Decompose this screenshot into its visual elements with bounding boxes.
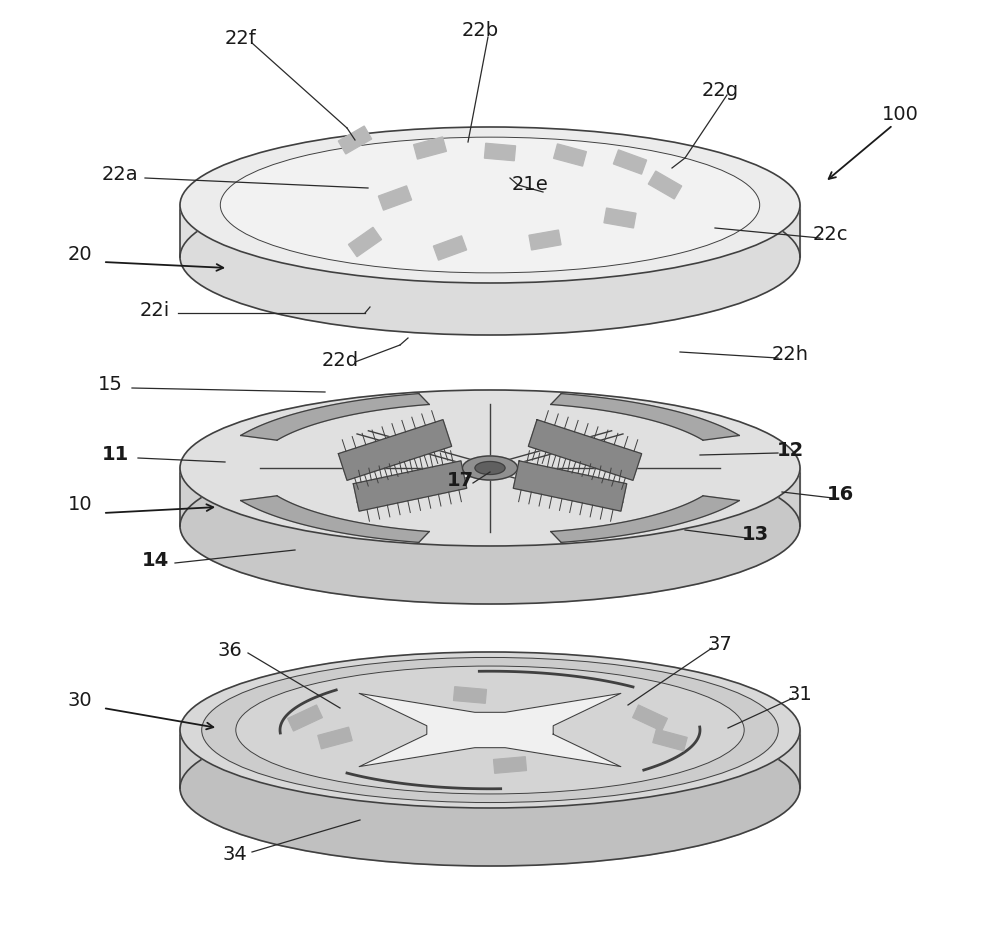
Polygon shape [359, 694, 621, 767]
Bar [378, 186, 412, 210]
Text: 15: 15 [98, 375, 122, 394]
Polygon shape [241, 393, 429, 440]
Bar [648, 171, 682, 199]
Text: 30: 30 [68, 691, 92, 710]
Polygon shape [551, 496, 739, 542]
Text: 12: 12 [776, 441, 804, 460]
Polygon shape [180, 205, 800, 257]
Text: 37: 37 [708, 636, 732, 655]
Bar [338, 126, 372, 154]
Text: 13: 13 [741, 525, 769, 544]
Polygon shape [353, 461, 467, 511]
Ellipse shape [220, 137, 760, 273]
Bar [554, 143, 586, 166]
Bar [348, 227, 382, 256]
Text: 22g: 22g [701, 81, 739, 100]
Polygon shape [528, 420, 642, 481]
Ellipse shape [180, 448, 800, 604]
Text: 11: 11 [101, 446, 129, 465]
Bar [288, 705, 322, 732]
Ellipse shape [462, 456, 518, 480]
Polygon shape [513, 461, 627, 511]
Text: 20: 20 [68, 245, 92, 264]
Bar [613, 150, 647, 174]
Bar [493, 756, 527, 773]
Text: 21e: 21e [512, 176, 548, 195]
Polygon shape [180, 730, 800, 788]
Ellipse shape [180, 652, 800, 808]
Text: 34: 34 [223, 846, 247, 864]
Bar [653, 729, 687, 750]
Bar [529, 230, 561, 250]
Ellipse shape [180, 179, 800, 335]
Ellipse shape [180, 127, 800, 283]
Text: 22i: 22i [140, 300, 170, 319]
Text: 22c: 22c [812, 225, 848, 244]
Polygon shape [241, 496, 429, 542]
Text: 17: 17 [446, 470, 474, 489]
Polygon shape [180, 468, 800, 526]
Text: 22b: 22b [461, 21, 499, 40]
Text: 22h: 22h [772, 346, 808, 365]
Bar [633, 705, 667, 732]
Bar [453, 687, 487, 703]
Text: 14: 14 [141, 550, 169, 569]
Polygon shape [338, 420, 452, 481]
Polygon shape [551, 393, 739, 440]
Bar [433, 236, 467, 260]
Text: 22d: 22d [321, 351, 359, 370]
Ellipse shape [180, 390, 800, 546]
Ellipse shape [236, 666, 744, 794]
Ellipse shape [202, 657, 778, 803]
Bar [318, 727, 352, 749]
Bar [484, 143, 516, 161]
Ellipse shape [475, 462, 505, 474]
Text: 22f: 22f [224, 28, 256, 48]
Text: 36: 36 [218, 640, 242, 659]
Text: 31: 31 [788, 686, 812, 705]
Text: 100: 100 [882, 105, 918, 124]
Text: 16: 16 [826, 485, 854, 504]
Ellipse shape [180, 710, 800, 866]
Text: 22a: 22a [102, 165, 138, 184]
Bar [414, 137, 446, 160]
Bar [604, 208, 636, 228]
Text: 10: 10 [68, 496, 92, 515]
